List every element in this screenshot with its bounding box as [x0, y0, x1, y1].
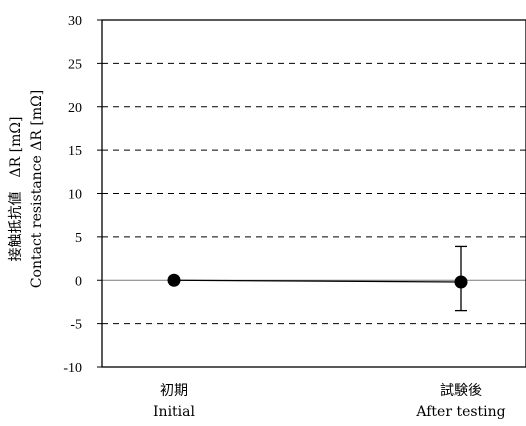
gridlines — [102, 62, 526, 325]
y-tick-label: 0 — [75, 274, 82, 289]
data-point — [167, 273, 181, 287]
data-series — [167, 245, 468, 312]
series-line — [173, 279, 462, 283]
y-tick-label: 30 — [68, 14, 82, 29]
x-category-label-en: After testing — [415, 404, 505, 420]
x-category-label-en: Initial — [153, 404, 195, 420]
y-tick-label: 10 — [68, 188, 82, 203]
y-tick-label: 5 — [75, 231, 82, 246]
y-tick-label: -5 — [70, 318, 82, 333]
y-axis-title: 接触抵抗値 ΔR [mΩ] Contact resistance ΔR [mΩ] — [7, 90, 45, 288]
y-tick-label: -10 — [63, 361, 82, 376]
x-axis-categories: 初期 Initial 試験後 After testing — [153, 382, 506, 420]
y-tick-label: 25 — [68, 57, 82, 72]
y-axis-label-en: Contact resistance ΔR [mΩ] — [29, 90, 45, 288]
y-tick-label: 20 — [68, 101, 82, 116]
data-point — [454, 275, 468, 289]
y-axis-label-ja: 接触抵抗値 ΔR [mΩ] — [7, 117, 24, 262]
y-tick-label: 15 — [68, 144, 82, 159]
x-category-label-ja: 試験後 — [440, 383, 482, 399]
y-axis-ticks: 30 25 20 15 10 5 0 -5 -10 — [63, 14, 102, 376]
x-category-label-ja: 初期 — [160, 382, 188, 399]
